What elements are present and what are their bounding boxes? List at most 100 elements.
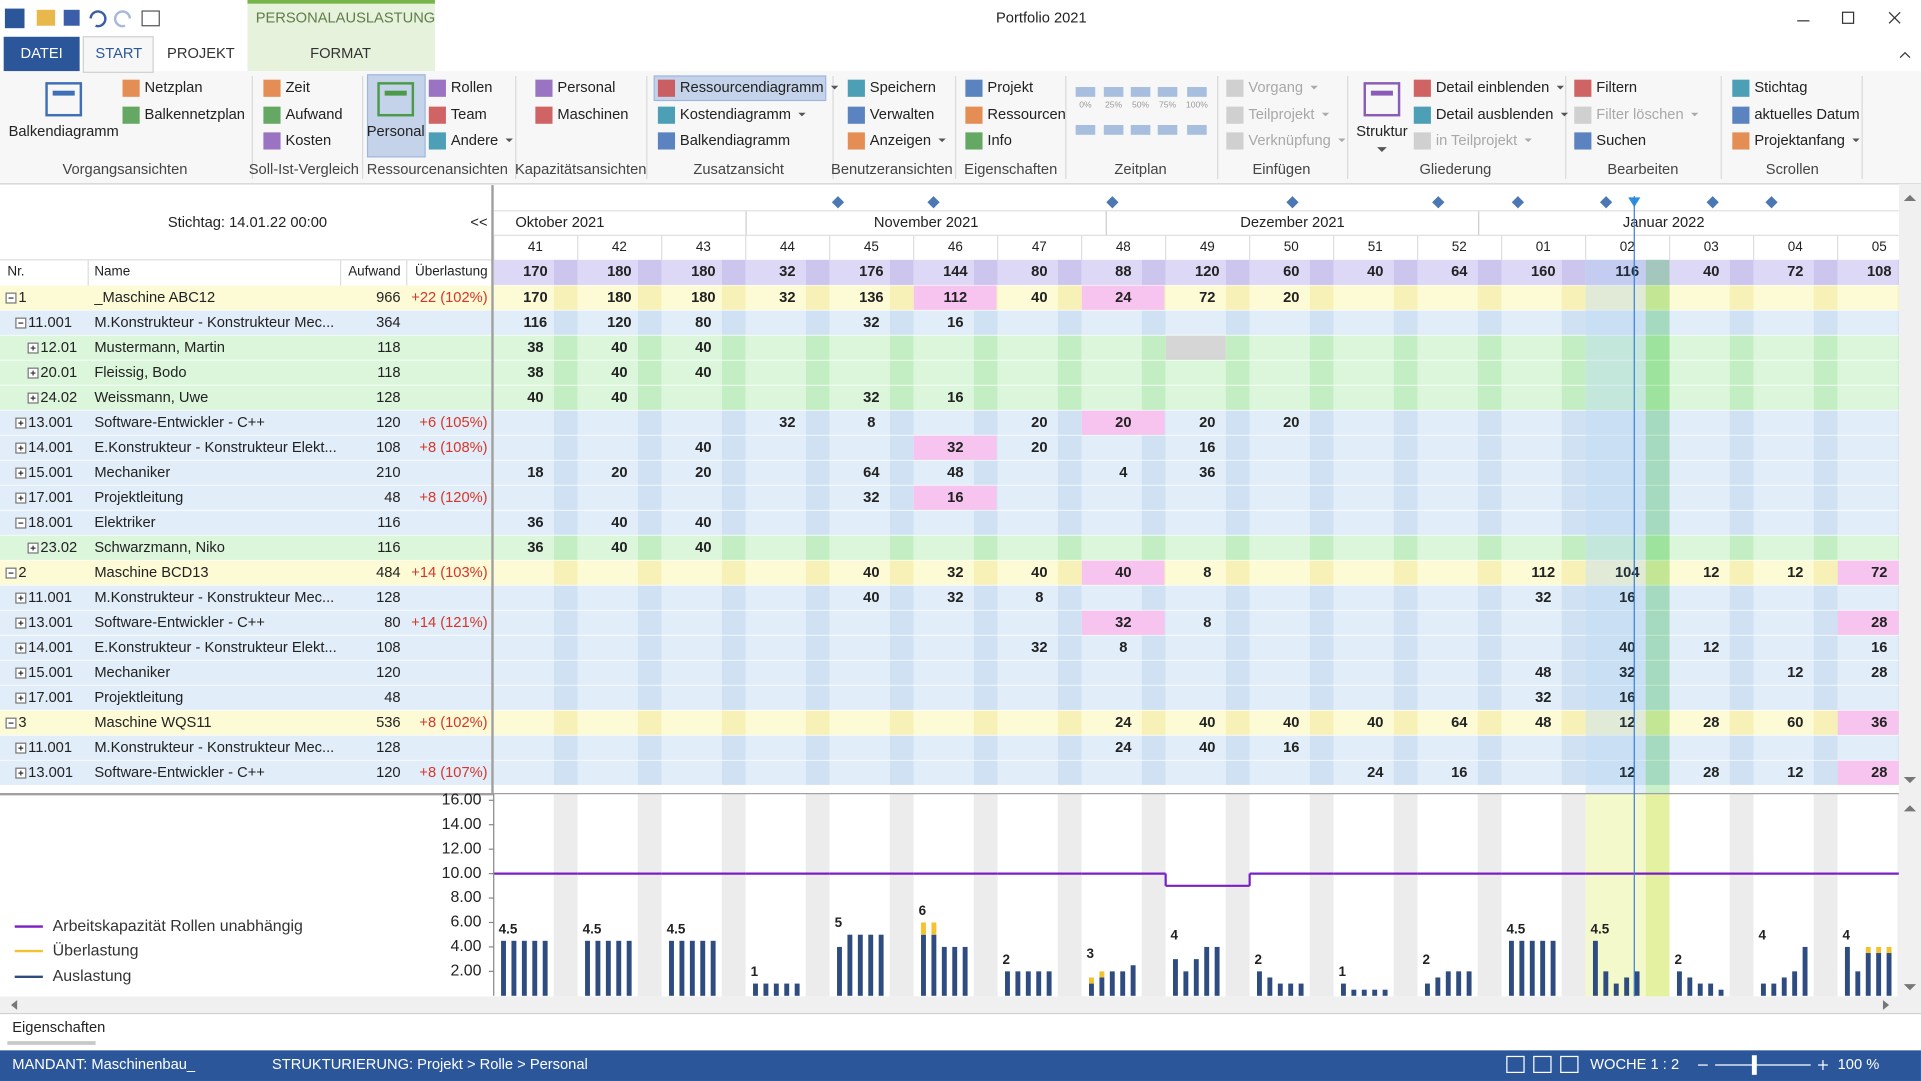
open-icon[interactable] (36, 9, 56, 26)
ribbon-group-label: Zeitplan (1114, 162, 1166, 178)
total-cell-weekend (1813, 259, 1838, 285)
redo-icon[interactable] (114, 10, 132, 28)
close-button[interactable] (1888, 11, 1901, 24)
view-icon[interactable] (141, 10, 160, 27)
ribbon-tab[interactable]: DATEI (21, 46, 63, 62)
total-cell (997, 259, 1058, 285)
ribbon-button[interactable]: Ressourcendiagramm (680, 80, 824, 96)
ribbon-button[interactable]: Projektanfang (1754, 133, 1845, 149)
ribbon-button[interactable]: Aufwand (285, 107, 342, 123)
ribbon-button[interactable]: Projekt (987, 80, 1033, 96)
save-icon[interactable] (63, 9, 80, 26)
ribbon-button[interactable]: Balkendiagramm (680, 133, 790, 149)
cell (913, 635, 974, 660)
ribbon-button[interactable]: Suchen (1596, 133, 1646, 149)
collapse-ribbon[interactable] (1899, 51, 1911, 59)
cell-weekend (1057, 460, 1082, 485)
ribbon-button[interactable]: Detail ausblenden (1436, 107, 1554, 123)
cell (1249, 635, 1310, 660)
ribbon-button[interactable]: Filtern (1596, 80, 1637, 96)
bar-auslastung (585, 940, 590, 996)
h-scrollbar[interactable] (0, 996, 1899, 1014)
cell (745, 460, 806, 485)
cell-weekend (1729, 510, 1754, 535)
cell-weekend (1309, 410, 1334, 435)
ribbon-button[interactable]: Stichtag (1754, 80, 1807, 96)
ribbon-tab[interactable]: FORMAT (310, 46, 371, 62)
ribbon-button[interactable]: Team (451, 107, 487, 123)
ribbon-button[interactable]: Personal (367, 124, 425, 140)
cell-weekend (1225, 435, 1250, 460)
ribbon-button[interactable]: Balkennetzplan (145, 107, 245, 123)
cell-weekend (1309, 310, 1334, 335)
cell (1753, 285, 1814, 310)
ribbon-button[interactable]: Anzeigen (870, 133, 931, 149)
cell-weekend (1225, 310, 1250, 335)
zoom-in[interactable] (1818, 1060, 1828, 1070)
ribbon-icon (657, 79, 676, 97)
cell (1669, 485, 1730, 510)
ribbon-button[interactable]: Personal (557, 80, 615, 96)
cell-weekend (1225, 610, 1250, 635)
cell-weekend (1897, 310, 1899, 335)
cell (1081, 760, 1142, 785)
zoom-thumb[interactable] (1751, 1055, 1757, 1075)
ribbon-button[interactable]: Teilprojekt (1248, 107, 1314, 123)
ribbon-button[interactable]: Filter löschen (1596, 107, 1683, 123)
cell (1081, 360, 1142, 385)
status-icon[interactable] (1506, 1055, 1525, 1074)
ribbon-button[interactable]: Balkendiagramm (9, 124, 119, 140)
cell (1501, 410, 1562, 435)
ribbon-button[interactable]: 75% (1159, 100, 1177, 110)
ribbon-button[interactable]: Speichern (870, 80, 936, 96)
cell (913, 385, 974, 410)
ribbon-button[interactable]: 100% (1186, 100, 1208, 110)
ribbon-button[interactable]: Verwalten (870, 107, 935, 123)
undo-icon[interactable] (89, 10, 107, 28)
ribbon-button[interactable]: 0% (1079, 100, 1092, 110)
ribbon-tab[interactable]: PROJEKT (167, 46, 235, 62)
cell (1165, 460, 1226, 485)
cell (1837, 335, 1898, 360)
ribbon-button[interactable]: Detail einblenden (1436, 80, 1549, 96)
ribbon-button[interactable]: Vorgang (1248, 80, 1303, 96)
ribbon-button[interactable]: in Teilprojekt (1436, 133, 1517, 149)
cell-weekend (1141, 635, 1166, 660)
cell-weekend (1477, 335, 1502, 360)
total-cell (1669, 259, 1730, 285)
cell (745, 410, 806, 435)
ribbon-button[interactable]: Info (987, 133, 1011, 149)
ribbon-button[interactable]: 25% (1105, 100, 1123, 110)
panel-title[interactable]: Eigenschaften (12, 1020, 105, 1036)
ribbon-button[interactable]: Struktur (1356, 124, 1408, 140)
ribbon-button[interactable]: Kosten (285, 133, 331, 149)
v-scrollbar[interactable] (1898, 183, 1921, 1014)
ribbon-button[interactable]: Zeit (285, 80, 309, 96)
status-icon[interactable] (1560, 1055, 1579, 1074)
cell-weekend (1309, 535, 1334, 560)
cell-weekend (637, 535, 662, 560)
cell (1249, 685, 1310, 710)
ribbon-button[interactable]: 50% (1132, 100, 1150, 110)
collapse-button[interactable]: << (470, 215, 487, 231)
row-nr: 15.001 (28, 665, 73, 681)
ribbon-button[interactable]: Andere (451, 133, 498, 149)
ribbon-button[interactable]: Netzplan (145, 80, 203, 96)
ribbon-button[interactable]: aktuelles Datum (1754, 107, 1859, 123)
ribbon-button[interactable]: Kostendiagramm (680, 107, 791, 123)
cell-weekend (1813, 335, 1838, 360)
cell-weekend (1309, 735, 1334, 760)
cell (1333, 535, 1394, 560)
ribbon-tab[interactable]: START (95, 46, 142, 62)
current-week-weekend (1645, 259, 1670, 795)
ribbon-button[interactable]: Ressourcen (987, 107, 1065, 123)
ribbon-button[interactable]: Rollen (451, 80, 493, 96)
maximize-button[interactable] (1841, 11, 1855, 24)
ribbon-button[interactable]: Maschinen (557, 107, 628, 123)
cell (1333, 310, 1394, 335)
ribbon-button[interactable]: Verknüpfung (1248, 133, 1330, 149)
cell-value: 40 (695, 365, 711, 381)
status-icon[interactable] (1533, 1055, 1552, 1074)
cell (1417, 610, 1478, 635)
cell-weekend (1141, 435, 1166, 460)
